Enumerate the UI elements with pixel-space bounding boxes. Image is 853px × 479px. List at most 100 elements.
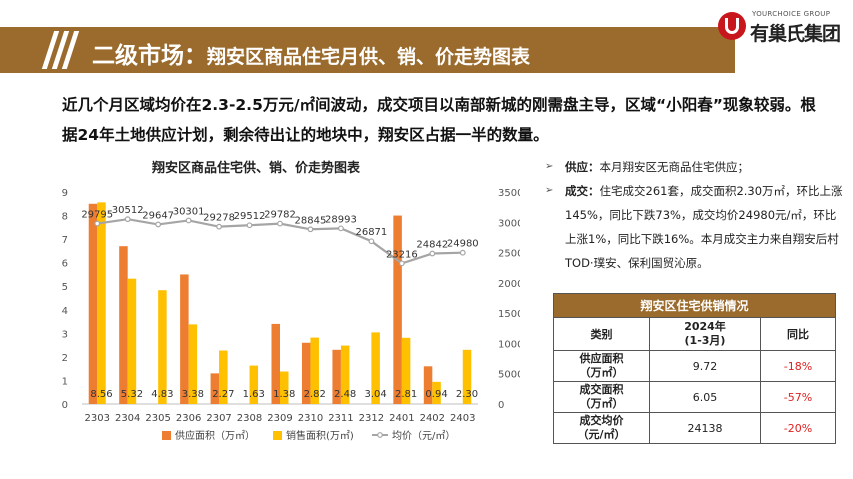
legend-swatch-supply xyxy=(162,431,171,440)
sales-area-bar xyxy=(462,349,472,404)
supply-area-bar xyxy=(210,373,220,404)
x-axis-tick-label: 2308 xyxy=(237,413,262,424)
price-data-label: 30512 xyxy=(112,205,144,216)
row-label: 成交面积 （万㎡） xyxy=(553,381,650,413)
note-label: 供应： xyxy=(565,160,600,174)
market-notes: ➢ 供应：本月翔安区无商品住宅供应； ➢ 成交：住宅成交261套，成交面积2.30万… xyxy=(543,155,843,275)
summary-text: 近几个月区域均价在2.3-2.5万元/㎡间波动，成交项目以南部新城的刚需盘主导，… xyxy=(62,96,816,144)
sales-data-label: 2.30 xyxy=(456,389,478,400)
sales-area-bar xyxy=(188,324,198,404)
sales-area-bar xyxy=(97,202,106,404)
company-logo: YOURCHOICE GROUP 有巢氏集团 xyxy=(718,10,848,45)
price-point xyxy=(185,217,192,224)
x-axis-tick-label: 2305 xyxy=(145,413,170,424)
right-axis-tick-label: 0 xyxy=(498,400,504,411)
table-header-period: 2024年 (1-3月) xyxy=(649,317,761,351)
right-axis-tick-label: 5000 xyxy=(498,370,520,381)
supply-area-bar xyxy=(119,246,128,404)
logo-chinese-name: 有巢氏集团 xyxy=(750,23,841,45)
sales-data-label: 3.38 xyxy=(182,389,204,400)
left-axis-tick-label: 0 xyxy=(62,400,68,411)
sales-data-label: 3.04 xyxy=(365,389,387,400)
table-title: 翔安区住宅供销情况 xyxy=(553,293,836,318)
row-label: 成交均价 （元/㎡） xyxy=(553,412,650,444)
sales-data-label: 2.81 xyxy=(395,389,417,400)
price-data-label: 29795 xyxy=(81,210,113,221)
left-axis-tick-label: 8 xyxy=(62,212,68,223)
x-axis-tick-label: 2312 xyxy=(359,413,384,424)
table-row: 成交面积 （万㎡） 6.05 -57% xyxy=(553,381,836,413)
x-axis-tick-label: 2401 xyxy=(389,413,414,424)
right-axis-tick-label: 15000 xyxy=(498,309,520,320)
legend-marker-price xyxy=(377,432,383,438)
price-data-label: 24842 xyxy=(416,240,448,251)
price-point xyxy=(124,216,131,223)
sales-data-label: 5.32 xyxy=(121,389,143,400)
right-axis-tick-label: 25000 xyxy=(498,249,520,260)
x-axis-tick-label: 2311 xyxy=(328,413,353,424)
left-axis-tick-label: 5 xyxy=(62,282,68,293)
row-yoy: -20% xyxy=(760,412,836,444)
arrow-bullet-icon: ➢ xyxy=(545,161,554,172)
row-value: 6.05 xyxy=(649,381,761,413)
price-data-label: 30301 xyxy=(173,206,205,217)
logo-english-name: YOURCHOICE GROUP xyxy=(752,10,831,18)
legend-label-sales: 销售面积(万㎡) xyxy=(286,429,354,442)
row-label: 供应面积 （万㎡） xyxy=(553,350,650,382)
right-axis-tick-label: 30000 xyxy=(498,218,520,229)
sales-data-label: 1.38 xyxy=(273,389,295,400)
page-title: 二级市场：翔安区商品住宅月供、销、价走势图表 xyxy=(92,36,530,70)
table-row: 供应面积 （万㎡） 9.72 -18% xyxy=(553,350,836,382)
sales-data-label: 2.82 xyxy=(304,389,326,400)
x-axis-tick-label: 2304 xyxy=(115,413,140,424)
price-point xyxy=(277,220,283,227)
price-point xyxy=(94,220,101,227)
supply-sales-table: 翔安区住宅供销情况 类别 2024年 (1-3月) 同比 供应面积 （万㎡） 9… xyxy=(553,293,836,444)
legend-label-price: 均价（元/㎡） xyxy=(392,430,455,442)
x-axis-tick-label: 2306 xyxy=(176,413,201,424)
page-title-sub: 翔安区商品住宅月供、销、价走势图表 xyxy=(207,46,531,68)
x-axis-tick-label: 2309 xyxy=(267,413,292,424)
sales-area-bar xyxy=(219,350,228,404)
sales-data-label: 1.63 xyxy=(243,389,265,400)
note-text: 本月翔安区无商品住宅供应； xyxy=(599,160,750,174)
price-point xyxy=(459,249,466,256)
x-axis-tick-label: 2402 xyxy=(420,413,445,424)
row-value: 24138 xyxy=(649,412,761,444)
sales-area-bar xyxy=(280,371,289,404)
sales-data-label: 4.83 xyxy=(151,389,173,400)
sales-data-label: 8.56 xyxy=(90,389,112,400)
sales-area-bar xyxy=(310,337,319,404)
sales-area-bar xyxy=(158,290,167,404)
left-axis-tick-label: 6 xyxy=(62,259,68,270)
supply-area-bar xyxy=(423,366,433,404)
price-point xyxy=(155,221,162,228)
legend-label-supply: 供应面积（万㎡） xyxy=(175,429,255,442)
sales-area-bar xyxy=(127,278,137,404)
left-axis-tick-label: 4 xyxy=(62,306,68,317)
note-supply: ➢ 供应：本月翔安区无商品住宅供应； xyxy=(543,155,843,179)
price-point xyxy=(398,260,405,267)
row-yoy: -18% xyxy=(760,350,836,382)
table-header-category: 类别 xyxy=(553,317,650,351)
row-yoy: -57% xyxy=(760,381,836,413)
price-data-label: 29782 xyxy=(264,210,296,221)
x-axis-tick-label: 2307 xyxy=(206,413,231,424)
sales-area-bar xyxy=(432,381,441,404)
right-axis-tick-label: 35000 xyxy=(498,188,520,199)
x-axis-tick-label: 2310 xyxy=(298,413,323,424)
trend-chart: 0 1 2 3 4 5 6 7 8 9 0 5000 10000 15000 20000 25000 30000… xyxy=(62,188,520,442)
supply-area-bar xyxy=(332,349,341,404)
price-data-label: 29512 xyxy=(234,211,266,222)
sales-area-bar xyxy=(340,345,350,404)
sales-area-bar xyxy=(249,365,259,404)
header-bar xyxy=(0,27,735,73)
left-axis-tick-label: 1 xyxy=(62,376,68,387)
logo-emblem-icon xyxy=(718,12,746,40)
right-axis-tick-label: 20000 xyxy=(498,279,520,290)
table-header-yoy: 同比 xyxy=(760,317,836,351)
supply-area-bar xyxy=(271,323,280,404)
sales-area-bar xyxy=(371,332,380,404)
left-axis-tick-label: 7 xyxy=(62,235,68,246)
price-data-label: 24980 xyxy=(447,239,479,250)
